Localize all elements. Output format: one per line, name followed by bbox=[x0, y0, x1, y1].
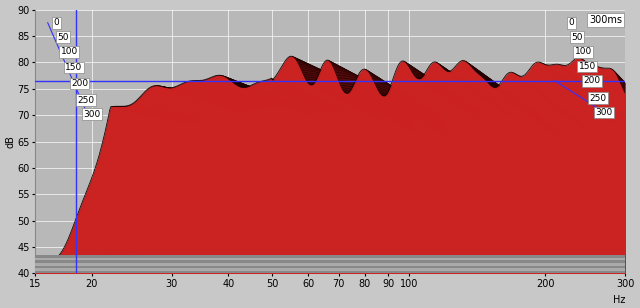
Text: 250: 250 bbox=[77, 96, 95, 105]
Text: 300: 300 bbox=[596, 108, 612, 117]
Text: 200: 200 bbox=[71, 79, 88, 88]
Text: 300: 300 bbox=[84, 110, 101, 119]
Text: 50: 50 bbox=[571, 33, 582, 42]
Text: 150: 150 bbox=[579, 62, 596, 71]
Text: 0: 0 bbox=[568, 18, 574, 27]
Text: 200: 200 bbox=[584, 76, 601, 85]
Text: 50: 50 bbox=[58, 33, 69, 42]
Text: 250: 250 bbox=[589, 94, 607, 103]
Text: 150: 150 bbox=[65, 63, 83, 72]
Text: 300ms: 300ms bbox=[589, 15, 622, 25]
Text: 100: 100 bbox=[61, 47, 78, 56]
Text: Hz: Hz bbox=[613, 294, 625, 305]
Text: 0: 0 bbox=[54, 18, 60, 27]
Text: 100: 100 bbox=[575, 47, 592, 56]
Y-axis label: dB: dB bbox=[6, 135, 15, 148]
